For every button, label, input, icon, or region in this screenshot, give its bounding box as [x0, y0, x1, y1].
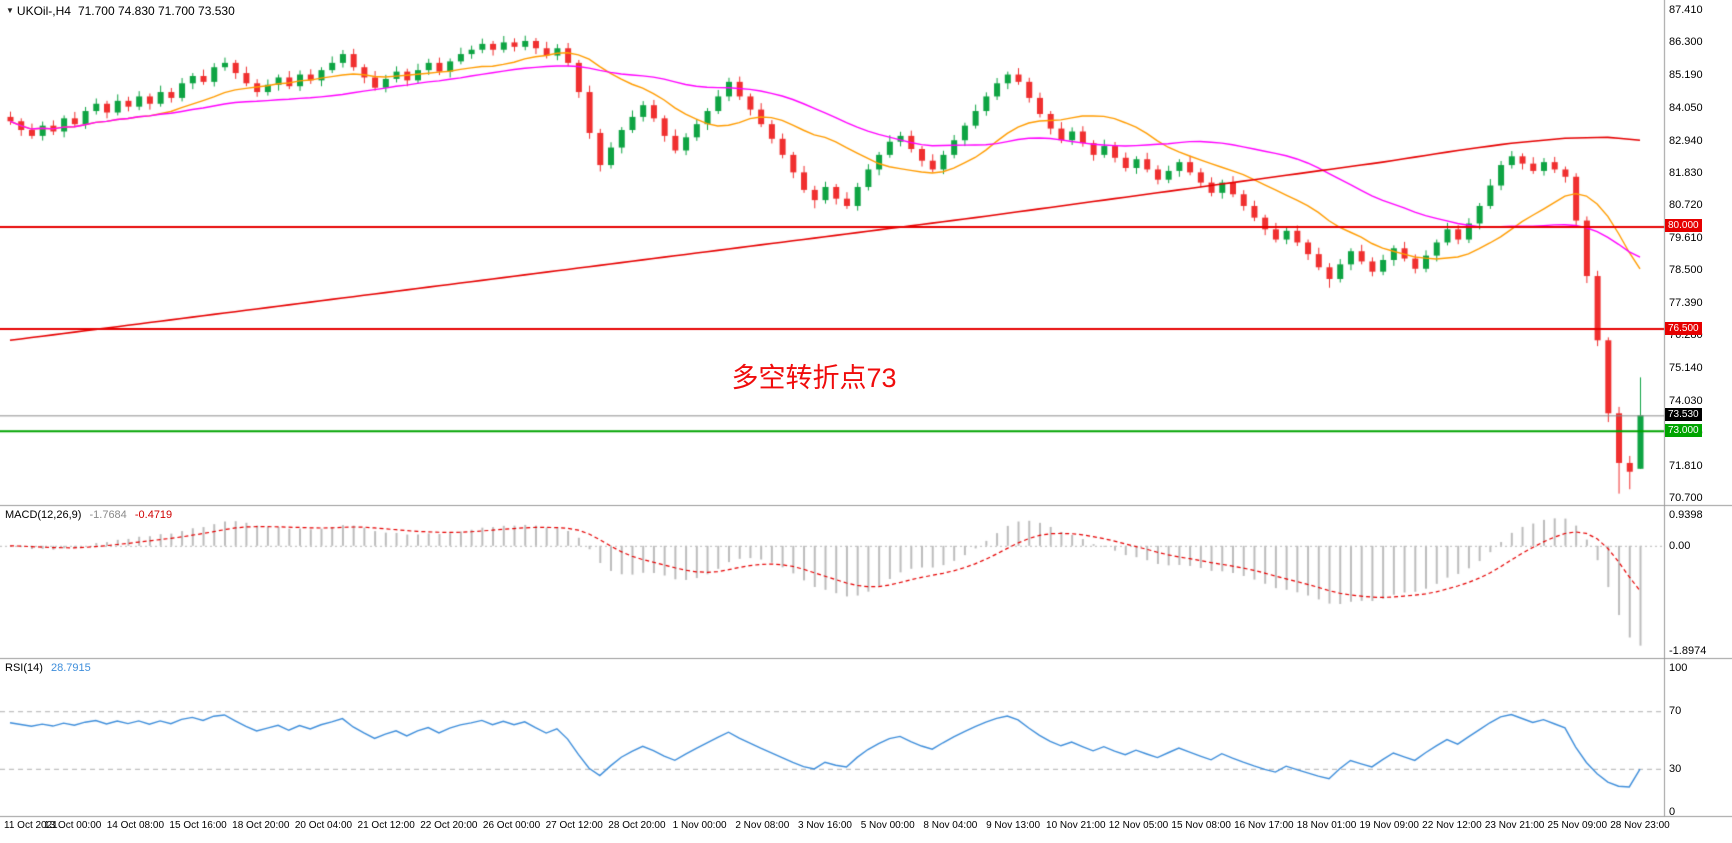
time-axis-label: 9 Nov 13:00 [986, 820, 1041, 831]
price-axis-label: 84.050 [1669, 102, 1703, 115]
time-axis-label: 12 Nov 05:00 [1108, 820, 1169, 831]
time-axis-label: 16 Nov 17:00 [1234, 820, 1294, 831]
rsi-axis-label: 70 [1669, 705, 1682, 718]
macd-axis-label: -1.8974 [1669, 645, 1707, 657]
time-axis-label: 20 Oct 04:00 [294, 820, 353, 831]
chart-symbol-period: UKOil-,H4 [16, 4, 71, 18]
time-axis-label: 14 Oct 08:00 [106, 820, 165, 831]
chart-annotation-text: 多空转折点73 [731, 363, 897, 393]
time-axis-label: 22 Oct 20:00 [420, 820, 478, 831]
price-axis-label: 77.390 [1669, 296, 1703, 309]
time-axis-label: 23 Nov 21:00 [1484, 820, 1545, 831]
rsi-panel-label: RSI(14) 28.7915 [5, 662, 91, 674]
price-axis-label: 75.140 [1669, 362, 1703, 375]
macd-main-value: -1.7684 [89, 509, 127, 521]
rsi-axis-label: 30 [1669, 762, 1682, 775]
time-axis-label: 3 Nov 16:00 [798, 820, 852, 831]
macd-indicator-name: MACD(12,26,9) [5, 509, 82, 521]
time-axis-label: 26 Oct 00:00 [482, 820, 541, 831]
rsi-axis-label: 0 [1669, 806, 1676, 818]
macd-panel-label: MACD(12,26,9) -1.7684 -0.4719 [5, 509, 172, 521]
time-axis-label: 27 Oct 12:00 [545, 820, 603, 831]
price-tag-76.500: 76.500 [1665, 321, 1702, 335]
rsi-indicator-name: RSI(14) [5, 662, 43, 674]
chart-title: ▼ UKOil-,H4 71.700 74.830 71.700 73.530 [6, 4, 235, 18]
price-tag-73.530: 73.530 [1665, 408, 1702, 422]
time-axis-label: 28 Nov 23:00 [1610, 820, 1670, 831]
time-axis-label: 15 Oct 16:00 [169, 820, 227, 831]
time-axis-label: 28 Oct 20:00 [608, 820, 666, 831]
time-axis-label: 22 Nov 12:00 [1422, 820, 1482, 831]
window-menu-icon: ▼ [6, 6, 14, 15]
time-axis-label: 15 Nov 08:00 [1171, 820, 1231, 831]
price-axis-label: 87.410 [1669, 4, 1703, 16]
time-axis-label: 2 Nov 08:00 [735, 820, 790, 831]
price-axis-label: 81.830 [1669, 166, 1703, 179]
price-tag-80.000: 80.000 [1665, 219, 1702, 233]
price-axis-label: 78.500 [1669, 264, 1703, 277]
time-axis-label: 10 Nov 21:00 [1046, 820, 1106, 831]
price-tag-73.000: 73.000 [1665, 423, 1702, 437]
price-axis-label: 79.610 [1669, 231, 1703, 244]
price-axis-label: 82.940 [1669, 134, 1703, 147]
macd-axis-label: 0.00 [1669, 539, 1691, 552]
time-axis-label: 1 Nov 00:00 [672, 820, 727, 831]
macd-signal-value: -0.4719 [134, 509, 173, 521]
price-axis-label: 74.030 [1669, 394, 1703, 407]
price-axis-label: 70.700 [1669, 492, 1703, 504]
time-axis-label: 11 Oct 2021 [4, 820, 58, 831]
price-axis-label: 85.190 [1669, 68, 1703, 81]
time-axis-label: 5 Nov 00:00 [860, 820, 915, 831]
time-axis-label: 13 Oct 00:00 [44, 820, 102, 831]
time-axis-label: 18 Nov 01:00 [1296, 820, 1357, 831]
chart-ohlc-values: 71.700 74.830 71.700 73.530 [77, 4, 235, 18]
time-axis-label: 8 Nov 04:00 [923, 820, 978, 831]
rsi-axis-label: 100 [1669, 662, 1688, 674]
time-axis-label: 18 Oct 20:00 [232, 820, 290, 831]
time-axis-label: 25 Nov 09:00 [1547, 820, 1608, 831]
macd-axis-label: 0.9398 [1669, 509, 1703, 521]
rsi-value: 28.7915 [50, 662, 91, 674]
time-axis-label: 21 Oct 12:00 [357, 820, 415, 831]
time-axis-label: 19 Nov 09:00 [1359, 820, 1419, 831]
price-axis-label: 86.300 [1669, 36, 1703, 49]
price-axis-label: 80.720 [1669, 199, 1703, 212]
price-axis-label: 71.810 [1669, 459, 1703, 472]
